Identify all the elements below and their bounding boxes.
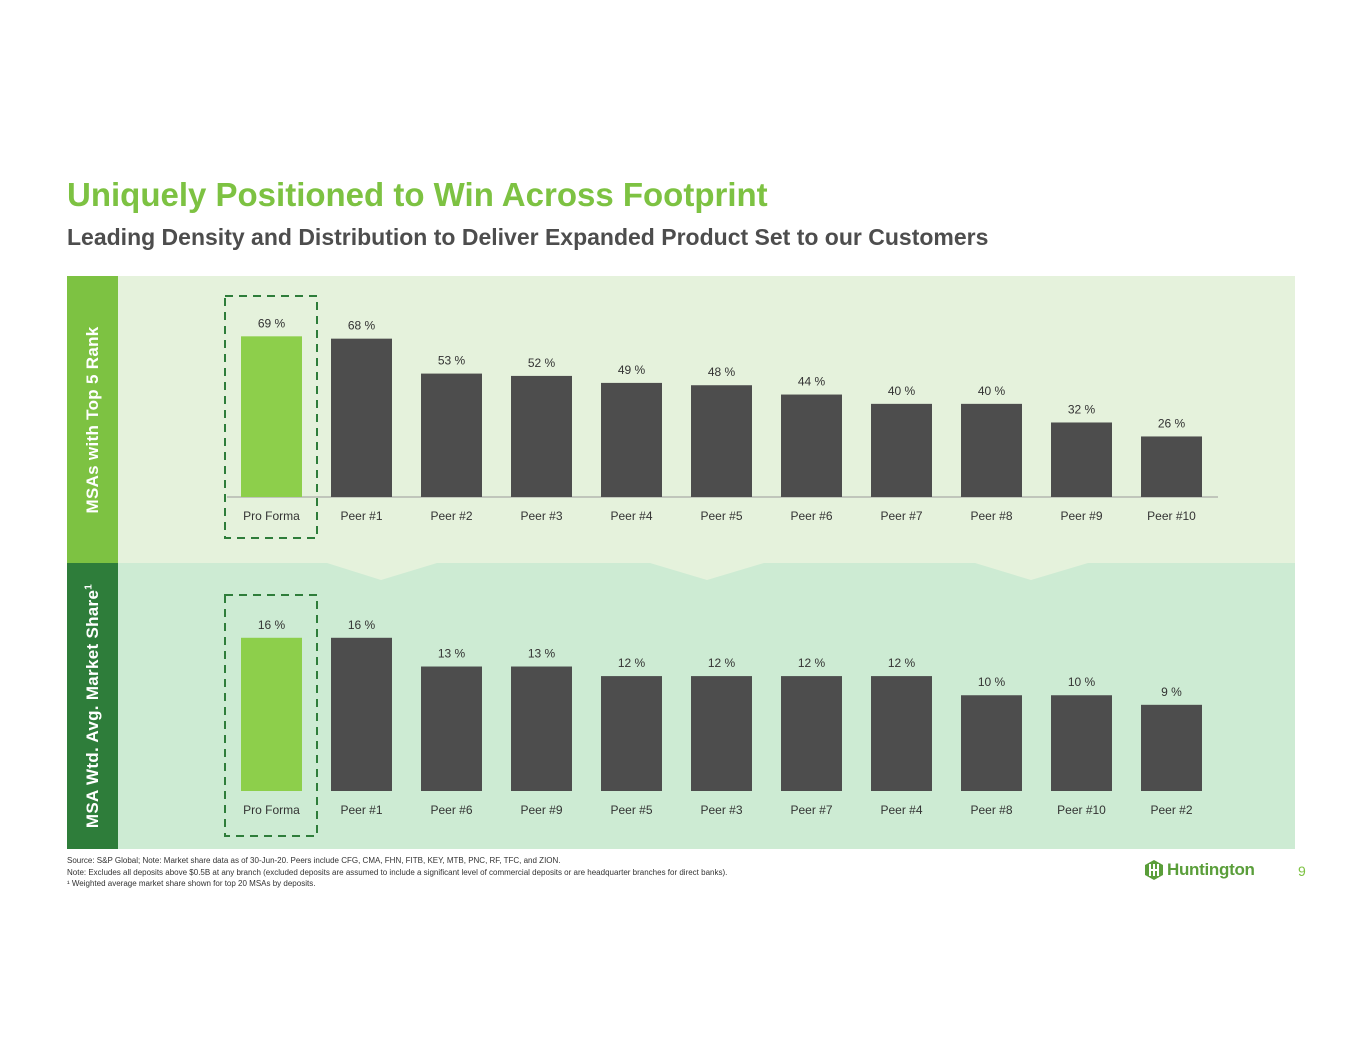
top-value-label-8: 40 %: [978, 384, 1006, 398]
bottom-bar-4: [601, 676, 662, 791]
bottom-category-label-2: Peer #6: [430, 803, 472, 817]
huntington-logo-icon: [1145, 860, 1163, 880]
top-category-label-0: Pro Forma: [243, 509, 300, 523]
top-bar-7: [871, 403, 932, 497]
top-category-label-10: Peer #10: [1147, 509, 1196, 523]
top-bar-9: [1051, 422, 1112, 497]
bottom-value-label-2: 13 %: [438, 647, 466, 661]
bottom-bar-10: [1141, 704, 1202, 791]
bottom-category-label-3: Peer #9: [520, 803, 562, 817]
bottom-highlight-box: [224, 594, 318, 837]
bottom-bar-7: [871, 676, 932, 791]
bottom-bar-3: [511, 666, 572, 791]
bottom-category-label-8: Peer #8: [970, 803, 1012, 817]
top-category-label-1: Peer #1: [340, 509, 382, 523]
bottom-category-label-7: Peer #4: [880, 803, 922, 817]
top-value-label-1: 68 %: [348, 319, 376, 333]
bottom-category-label-4: Peer #5: [610, 803, 652, 817]
top-value-label-10: 26 %: [1158, 416, 1186, 430]
top-bar-3: [511, 375, 572, 497]
top-category-label-7: Peer #7: [880, 509, 922, 523]
bottom-bar-6: [781, 676, 842, 791]
top-category-label-5: Peer #5: [700, 509, 742, 523]
bottom-bar-8: [961, 695, 1022, 791]
bottom-value-label-0: 16 %: [258, 618, 286, 632]
top-category-label-6: Peer #6: [790, 509, 832, 523]
bottom-value-label-1: 16 %: [348, 618, 376, 632]
bottom-category-label-1: Peer #1: [340, 803, 382, 817]
top-bar-1: [331, 338, 392, 497]
top-value-label-9: 32 %: [1068, 402, 1096, 416]
top-value-label-6: 44 %: [798, 375, 826, 389]
top-value-label-3: 52 %: [528, 356, 556, 370]
top-bar-10: [1141, 436, 1202, 497]
bottom-value-label-10: 9 %: [1161, 685, 1182, 699]
bottom-value-label-6: 12 %: [798, 656, 826, 670]
top-bar-chart: 69 % Pro Forma 68 % Peer #1 53 % Peer #2 52 % P…: [224, 295, 1218, 539]
bottom-value-label-8: 10 %: [978, 675, 1006, 689]
top-bar-5: [691, 385, 752, 497]
top-bar-0: [241, 336, 302, 497]
bottom-category-label-5: Peer #3: [700, 803, 742, 817]
top-bar-8: [961, 403, 1022, 497]
page-title: Uniquely Positioned to Win Across Footpr…: [67, 176, 768, 213]
top-value-label-4: 49 %: [618, 363, 646, 377]
top-value-label-7: 40 %: [888, 384, 916, 398]
bottom-category-label-6: Peer #7: [790, 803, 832, 817]
connector-chevron-2: [650, 563, 764, 580]
footnote-note: Note: Excludes all deposits above $0.5B …: [67, 867, 728, 877]
bottom-category-label-9: Peer #10: [1057, 803, 1106, 817]
top-chart-side-tab: MSAs with Top 5 Rank: [67, 276, 118, 563]
top-highlight-box: [224, 295, 318, 539]
footnote-source: Source: S&P Global; Note: Market share d…: [67, 856, 561, 865]
connector-chevron-1: [327, 563, 437, 580]
page-number: 9: [1298, 863, 1306, 879]
top-bar-2: [421, 373, 482, 497]
top-category-label-2: Peer #2: [430, 509, 472, 523]
top-category-label-9: Peer #9: [1060, 509, 1102, 523]
bottom-bar-1: [331, 637, 392, 791]
footnote-weighted: ¹ Weighted average market share shown fo…: [67, 879, 316, 888]
top-category-label-4: Peer #4: [610, 509, 652, 523]
bottom-chart-side-tab: MSA Wtd. Avg. Market Share1: [67, 563, 118, 849]
bottom-value-label-5: 12 %: [708, 656, 736, 670]
bottom-bar-2: [421, 666, 482, 791]
bottom-bar-5: [691, 676, 752, 791]
top-value-label-5: 48 %: [708, 365, 736, 379]
top-bar-4: [601, 382, 662, 497]
bottom-bar-chart: 16 % Pro Forma 16 % Peer #1 13 % Peer #6 13 % P…: [224, 594, 1202, 837]
huntington-logo-text: Huntington: [1167, 860, 1255, 879]
footnotes: Source: S&P Global; Note: Market share d…: [67, 855, 1067, 890]
top-bar-6: [781, 394, 842, 497]
top-category-label-8: Peer #8: [970, 509, 1012, 523]
connector-chevron-3: [975, 563, 1088, 580]
top-category-label-3: Peer #3: [520, 509, 562, 523]
top-value-label-0: 69 %: [258, 316, 286, 330]
bottom-value-label-3: 13 %: [528, 647, 556, 661]
bottom-bar-0: [241, 637, 302, 791]
huntington-logo: Huntington: [1145, 859, 1255, 881]
bottom-value-label-7: 12 %: [888, 656, 916, 670]
top-value-label-2: 53 %: [438, 354, 466, 368]
bottom-bar-9: [1051, 695, 1112, 791]
bottom-category-label-0: Pro Forma: [243, 803, 300, 817]
bottom-value-label-4: 12 %: [618, 656, 646, 670]
page-subtitle: Leading Density and Distribution to Deli…: [67, 224, 989, 250]
bottom-value-label-9: 10 %: [1068, 675, 1096, 689]
bottom-category-label-10: Peer #2: [1150, 803, 1192, 817]
